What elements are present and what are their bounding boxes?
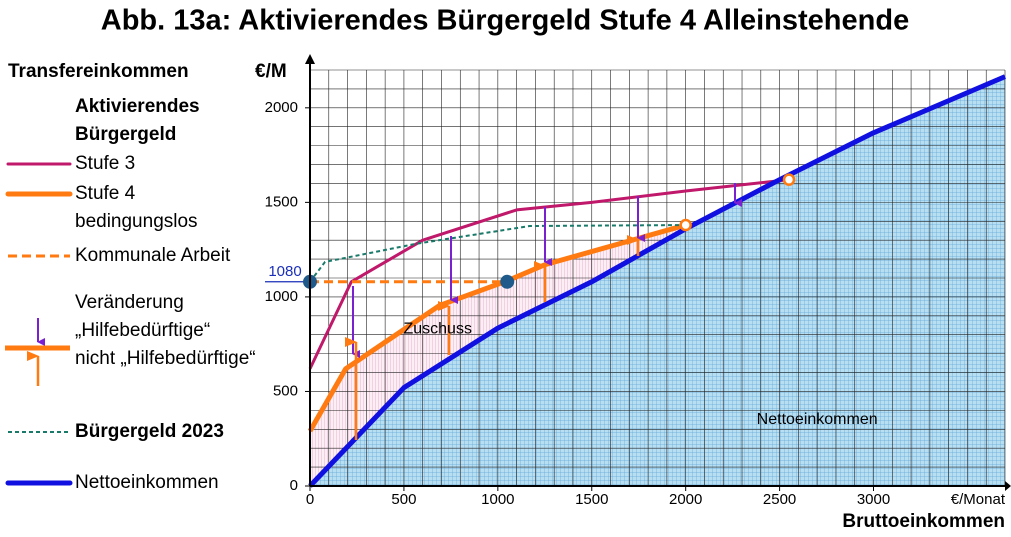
series-line [308, 178, 790, 370]
x-tick-label: 1500 [575, 491, 608, 508]
overlay: 0 500 1000 1500 2000 2500 3000 0 500 1000 1500 2000… [5, 54, 1011, 508]
series-line [307, 222, 687, 433]
x-tick-label: 2000 [669, 491, 702, 508]
annotation: Zuschuss [403, 320, 471, 337]
legend-title: Aktivierendes Bürgergeld [75, 96, 200, 145]
annotation: Nettoeinkommen [757, 411, 878, 428]
y-axis-arrow [305, 54, 315, 64]
change-legend: Veränderung „Hilfebedürftige“ nicht „Hil… [75, 292, 256, 369]
y-tick-label: 0 [290, 477, 298, 494]
x-axis-unit: €/Monat [951, 491, 1006, 508]
legend-entry: Kommunale Arbeit [75, 245, 231, 266]
x-axis-label: Bruttoeinkommen [842, 511, 1005, 532]
y-axis-unit: €/M [255, 61, 287, 82]
x-tick-label: 3000 [857, 491, 890, 508]
y-tick-label: 500 [273, 382, 298, 399]
x-tick-label: 1000 [481, 491, 514, 508]
legend-entry: Bürgergeld 2023 [75, 421, 224, 442]
y-axis-label: Transfereinkommen [8, 61, 189, 82]
marker [500, 274, 515, 289]
chart-title: Abb. 13a: Aktivierendes Bürgergeld Stufe… [101, 5, 909, 37]
y-tick-label: 2000 [265, 99, 298, 116]
legend-entry: Stufe 3 [75, 153, 136, 174]
x-axis-arrow [1005, 481, 1011, 491]
x-tick-label: 0 [306, 491, 314, 508]
reference-label: 1080 [268, 263, 301, 280]
y-tick-label: 1500 [265, 193, 298, 210]
x-tick-label: 2500 [763, 491, 796, 508]
legend-entry: Stufe 4 bedingungslos [75, 183, 198, 232]
y-tick-label: 1000 [265, 288, 298, 305]
x-tick-label: 500 [391, 491, 416, 508]
legend-entry: Nettoeinkommen [75, 472, 219, 493]
area-fill [310, 76, 1005, 487]
marker [782, 173, 796, 186]
series-line [309, 224, 686, 283]
marker [679, 218, 692, 232]
change-arrows [5, 183, 742, 440]
